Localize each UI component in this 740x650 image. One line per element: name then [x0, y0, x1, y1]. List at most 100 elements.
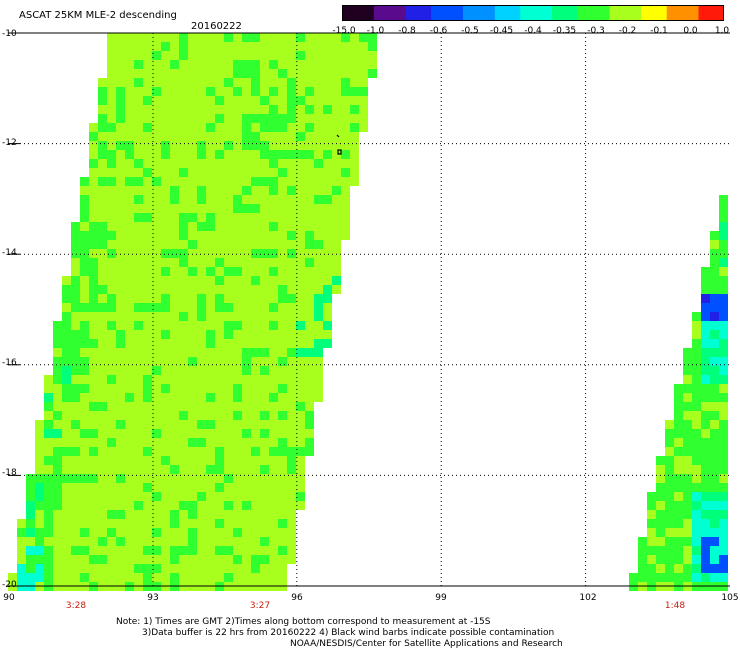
swath-cell: [197, 60, 206, 69]
swath-cell: [305, 438, 314, 447]
swath-cell: [233, 78, 242, 87]
swath-cell: [179, 474, 188, 483]
swath-cell: [53, 483, 62, 492]
swath-cell: [143, 96, 152, 105]
swath-cell: [674, 501, 683, 510]
swath-cell: [224, 303, 233, 312]
swath-cell: [278, 384, 287, 393]
swath-cell: [170, 573, 179, 582]
swath-cell: [161, 159, 170, 168]
swath-cell: [242, 393, 251, 402]
swath-cell: [719, 312, 728, 321]
swath-cell: [152, 33, 161, 42]
swath-cell: [287, 222, 296, 231]
swath-cell: [692, 411, 701, 420]
swath-cell: [260, 429, 269, 438]
swath-cell: [197, 321, 206, 330]
swath-cell: [80, 555, 89, 564]
swath-cell: [179, 150, 188, 159]
swath-cell: [152, 519, 161, 528]
swath-cell: [89, 132, 98, 141]
swath-cell: [152, 87, 161, 96]
swath-cell: [71, 384, 80, 393]
swath-cell: [170, 141, 179, 150]
swath-cell: [287, 555, 296, 564]
swath-cell: [215, 465, 224, 474]
swath-cell: [305, 123, 314, 132]
swath-cell: [701, 402, 710, 411]
swath-cell: [26, 546, 35, 555]
swath-cell: [62, 537, 71, 546]
swath-cell: [647, 555, 656, 564]
swath-cell: [107, 573, 116, 582]
swath-cell: [305, 42, 314, 51]
swath-cell: [350, 33, 359, 42]
swath-cell: [296, 204, 305, 213]
swath-cell: [188, 321, 197, 330]
swath-cell: [197, 78, 206, 87]
swath-cell: [98, 159, 107, 168]
swath-cell: [53, 573, 62, 582]
swath-cell: [296, 465, 305, 474]
swath-cell: [260, 537, 269, 546]
contamination-barbs: [336, 134, 342, 155]
swath-cell: [152, 204, 161, 213]
swath-cell: [134, 348, 143, 357]
swath-cell: [674, 492, 683, 501]
swath-cell: [710, 285, 719, 294]
swath-cell: [350, 60, 359, 69]
swath-cell: [269, 330, 278, 339]
swath-cell: [683, 510, 692, 519]
swath-cell: [116, 456, 125, 465]
colorbar-swatch: [558, 5, 566, 21]
swath-cell: [188, 51, 197, 60]
swath-cell: [719, 393, 728, 402]
swath-cell: [710, 537, 719, 546]
swath-cell: [260, 276, 269, 285]
swath-cell: [260, 87, 269, 96]
swath-cell: [260, 141, 269, 150]
swath-cell: [170, 537, 179, 546]
map-frame: [8, 32, 730, 587]
swath-cell: [251, 312, 260, 321]
swath-cell: [134, 321, 143, 330]
swath-cell: [143, 510, 152, 519]
swath-cell: [35, 510, 44, 519]
swath-cell: [278, 492, 287, 501]
swath-cell: [98, 483, 107, 492]
swath-cell: [35, 501, 44, 510]
swath-cell: [269, 231, 278, 240]
swath-cell: [260, 60, 269, 69]
swath-cell: [242, 312, 251, 321]
swath-cell: [224, 420, 233, 429]
swath-cell: [89, 213, 98, 222]
swath-cell: [314, 87, 323, 96]
lon-tick-label: 105: [721, 593, 739, 603]
swath-cell: [62, 348, 71, 357]
swath-cell: [170, 105, 179, 114]
swath-cell: [125, 312, 134, 321]
swath-cell: [116, 429, 125, 438]
swath-cell: [719, 564, 728, 573]
swath-cell: [71, 375, 80, 384]
swath-cell: [341, 51, 350, 60]
swath-cell: [170, 555, 179, 564]
swath-cell: [152, 312, 161, 321]
swath-cell: [89, 528, 98, 537]
swath-cell: [683, 447, 692, 456]
swath-cell: [224, 285, 233, 294]
swath-cell: [224, 465, 233, 474]
swath-cell: [107, 564, 116, 573]
swath-cell: [260, 249, 269, 258]
swath-cell: [179, 357, 188, 366]
swath-cell: [143, 150, 152, 159]
pass-time: 3:28: [65, 601, 87, 611]
swath-cell: [170, 420, 179, 429]
swath-cell: [107, 474, 116, 483]
swath-cell: [332, 150, 341, 159]
swath-cell: [98, 276, 107, 285]
swath-cell: [179, 60, 188, 69]
swath-cell: [161, 240, 170, 249]
swath-cell: [233, 141, 242, 150]
swath-cell: [287, 375, 296, 384]
